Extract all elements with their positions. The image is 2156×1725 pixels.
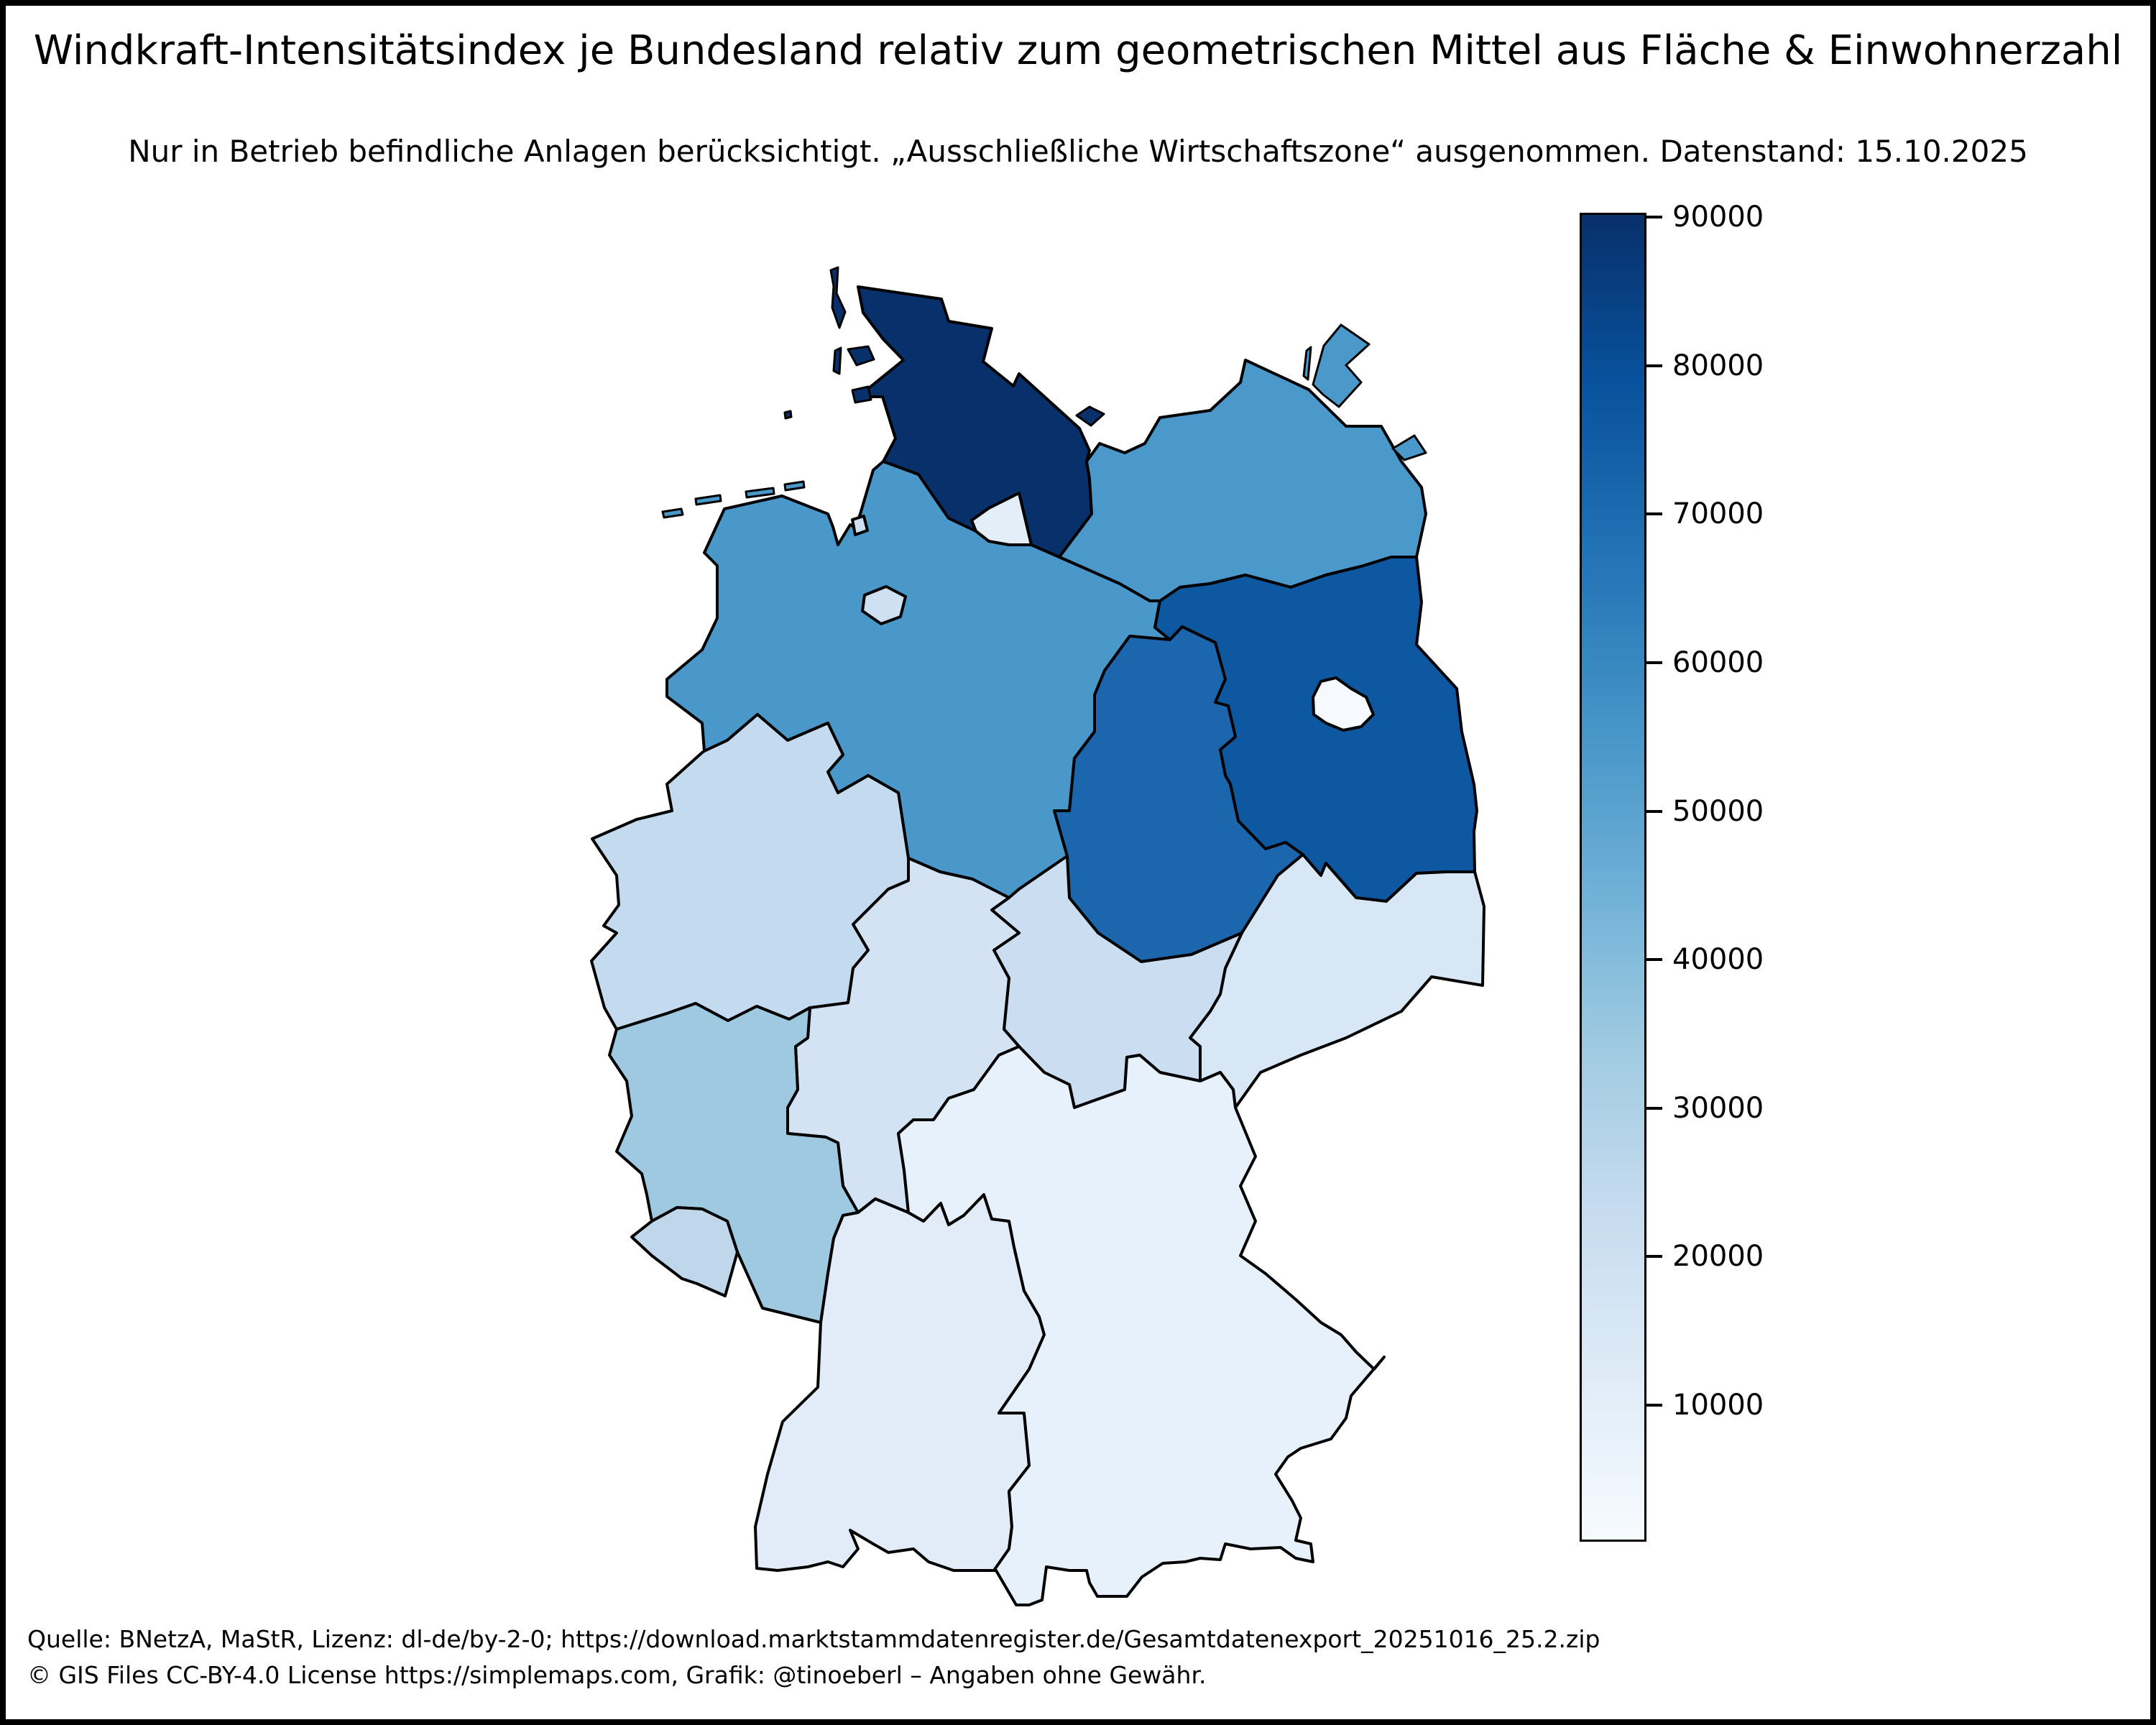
island-foehr [847,345,875,367]
state-shape-berlin [1312,676,1375,732]
colorbar-tick-mark [1646,661,1662,664]
island-usedom [1391,434,1427,461]
island-sylt [829,266,847,329]
colorbar-tick-label: 80000 [1672,349,1764,382]
colorbar-tick-mark [1646,1403,1662,1407]
colorbar-tick-mark [1646,958,1662,962]
colorbar-tick-label: 60000 [1672,645,1764,679]
source-footer: Quelle: BNetzA, MaStR, Lizenz: dl-de/by-… [27,1622,1600,1693]
state-shape-bayern [897,1045,1386,1606]
colorbar-tick-label: 20000 [1672,1240,1764,1274]
island-amrum [832,346,842,375]
germany-choropleth-map [590,266,1485,1606]
page-title: Windkraft-Intensitätsindex je Bundesland… [33,27,2123,74]
island-pellworm [851,385,872,404]
island-fehmarn [1075,405,1105,427]
state-shape-hamburg [970,492,1033,546]
colorbar-tick-label: 70000 [1672,497,1764,531]
island-ruegen [1312,323,1370,408]
colorbar-tick-label: 90000 [1672,201,1764,234]
colorbar-ticks: 90000 80000 70000 60000 50000 40000 30000 20000… [1646,201,1905,1542]
island-wangerooge [783,480,806,492]
source-line-2: © GIS Files CC-BY-4.0 License https://si… [27,1661,1207,1689]
island-hiddensee [1302,346,1312,381]
colorbar-tick-mark [1646,512,1662,516]
colorbar-tick-mark [1646,1106,1662,1110]
colorbar-tick-label: 40000 [1672,943,1764,977]
colorbar-tick-mark [1646,1255,1662,1259]
island-borkum [661,507,684,519]
colorbar-tick-mark [1646,809,1662,813]
state-shape-saarland [630,1206,739,1297]
colorbar-tick-mark [1646,364,1662,367]
island-langeoog [745,487,775,499]
state-shape-bremerhaven [851,515,869,536]
colorbar-tick-mark [1646,216,1662,219]
island-helgoland [783,410,793,420]
source-line-1: Quelle: BNetzA, MaStR, Lizenz: dl-de/by-… [27,1625,1600,1653]
page-subtitle: Nur in Betrieb befindliche Anlagen berüc… [128,134,2028,169]
island-norderney [694,494,722,506]
colorbar-tick-label: 30000 [1672,1091,1764,1125]
colorbar-tick-label: 50000 [1672,794,1764,828]
colorbar-gradient [1580,213,1646,1542]
state-shape-bremen [861,585,907,625]
colorbar-tick-label: 10000 [1672,1388,1764,1422]
